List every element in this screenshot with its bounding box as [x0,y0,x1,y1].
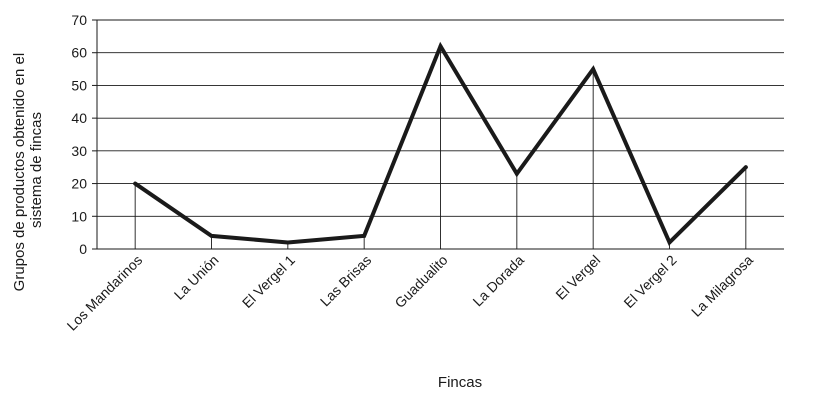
y-axis-title: Grupos de productos obtenido en el siste… [11,49,45,292]
y-axis-title-line-1: Grupos de productos obtenido en el [11,53,28,292]
y-tick-label-1: 10 [71,208,87,224]
x-axis-title: Fincas [438,374,482,391]
data-point-1 [209,234,214,238]
x-tick-label-5: La Dorada [469,252,527,310]
y-tick-label-6: 60 [71,45,87,61]
y-tick-label-4: 40 [71,110,87,126]
x-tick-label-7: El Vergel 2 [620,252,679,311]
drop-lines [134,46,747,249]
x-tick-label-8: La Milagrosa [688,252,756,320]
data-point-7 [667,240,672,245]
x-tick-labels: Los Mandarinos La Unión El Vergel 1 Las Bri… [64,252,757,334]
data-point-5 [515,171,519,176]
y-tick-label-7: 70 [71,12,87,28]
x-tick-label-2: El Vergel 1 [239,252,298,311]
data-point-0 [133,181,137,186]
x-tick-label-3: Las Brisas [317,252,375,310]
y-tick-labels: 0 10 20 30 40 50 60 70 [71,12,97,257]
data-point-8 [744,165,748,170]
axes [96,20,784,250]
x-tick-label-6: El Vergel [552,252,603,303]
y-axis-title-line-2: sistema de fincas [28,112,45,228]
y-tick-label-5: 50 [71,77,87,93]
data-point-4 [438,44,443,48]
data-point-6 [591,67,595,71]
data-point-3 [362,234,366,238]
y-tick-label-2: 20 [71,176,87,192]
data-series [133,41,748,246]
x-tick-label-1: La Unión [171,252,222,303]
y-tick-label-0: 0 [79,241,87,257]
y-tick-label-3: 30 [71,143,87,159]
x-tick-label-4: Guadualito [391,252,450,311]
data-point-2 [286,240,290,245]
x-tick-label-0: Los Mandarinos [64,252,146,334]
